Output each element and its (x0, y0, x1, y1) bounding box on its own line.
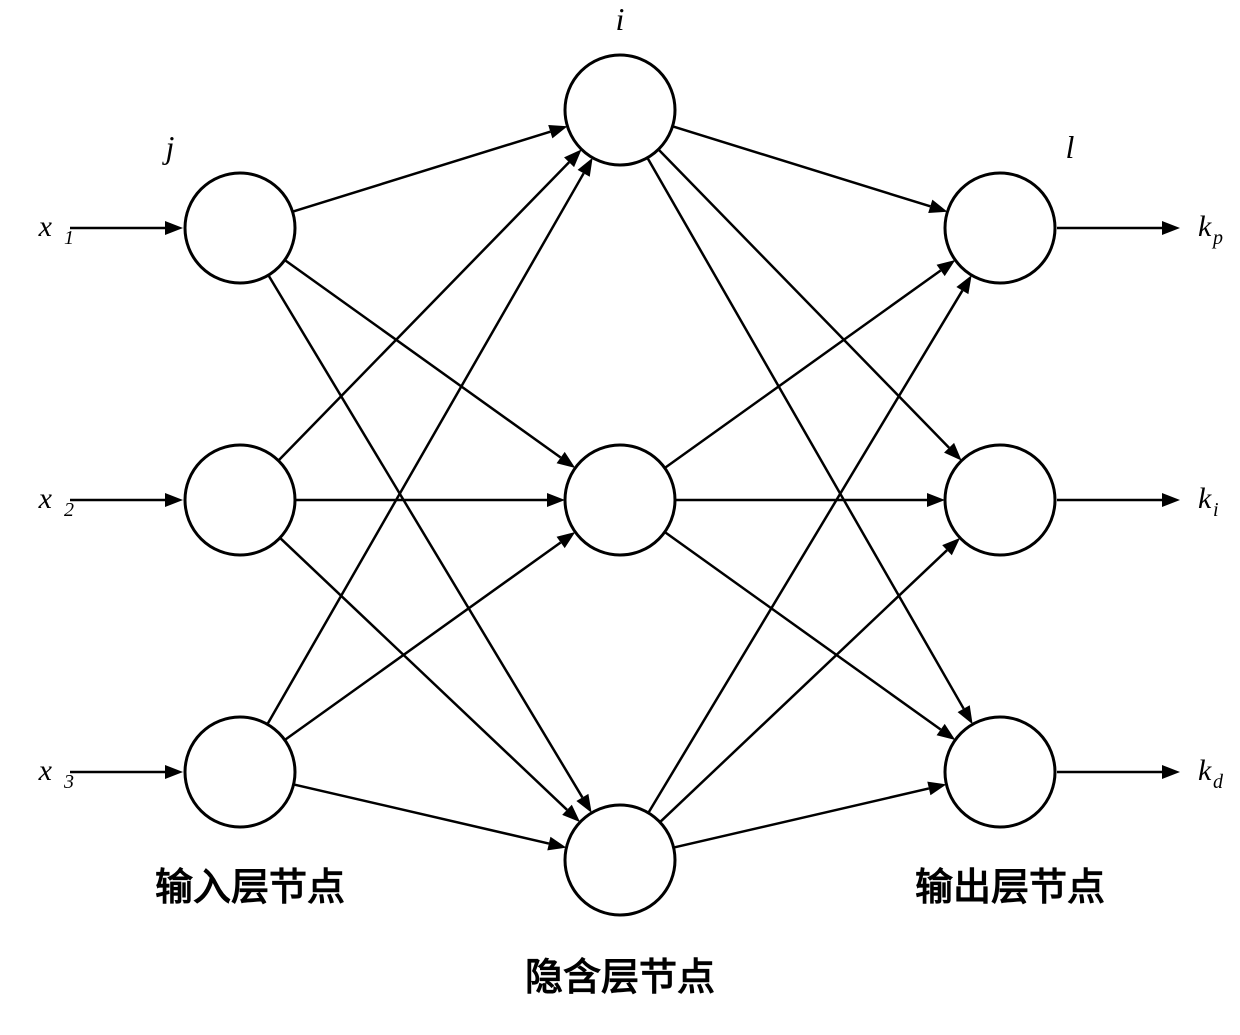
hidden-node-0 (565, 55, 675, 165)
output-node-1 (945, 445, 1055, 555)
edge-in1-hid1-head (547, 493, 565, 507)
input-label-sub-2: 3 (63, 771, 74, 793)
edge-in1-hid0 (278, 162, 569, 460)
edge-in2-hid1-head (557, 532, 576, 548)
col-label-input: j (162, 129, 175, 165)
edge-hid0-out2 (647, 158, 963, 709)
input-arrow-2-head (165, 765, 183, 779)
edge-in2-hid2 (294, 784, 549, 843)
edge-hid0-out1 (658, 149, 949, 447)
input-label-2: x (38, 754, 53, 787)
edge-hid1-out1-head (927, 493, 945, 507)
input-label-1: x (38, 482, 53, 515)
nn-diagram: x1x2x3kpkikdjil输入层节点隐含层节点输出层节点 (0, 0, 1240, 1035)
edge-hid2-out0-head (956, 275, 971, 294)
edge-hid2-out0 (648, 291, 962, 813)
output-arrow-1-head (1162, 493, 1180, 507)
output-node-2 (945, 717, 1055, 827)
input-node-2 (185, 717, 295, 827)
col-label-hidden: i (616, 1, 625, 37)
col-label-output: l (1066, 129, 1075, 165)
output-node-0 (945, 173, 1055, 283)
layer-label-output_layer: 输出层节点 (915, 867, 1105, 909)
input-label-0: x (38, 210, 53, 243)
layer-label-input_layer: 输入层节点 (155, 867, 345, 909)
input-label-sub-1: 2 (64, 499, 74, 521)
hidden-node-2 (565, 805, 675, 915)
edge-in2-hid0 (267, 173, 583, 724)
output-label-2: k (1198, 754, 1212, 787)
output-label-0: k (1198, 210, 1212, 243)
edge-hid1-out0-head (937, 260, 956, 276)
edge-hid2-out2 (674, 788, 929, 847)
edge-in2-hid0-head (578, 158, 593, 177)
edge-hid0-out0 (673, 126, 931, 206)
edge-hid1-out0 (665, 270, 941, 467)
edge-in2-hid1 (285, 542, 561, 739)
output-label-sub-2: d (1213, 771, 1224, 793)
edge-in0-hid1 (285, 260, 561, 457)
edge-hid0-out0-head (928, 200, 947, 213)
edge-in1-hid2 (280, 538, 567, 810)
input-node-0 (185, 173, 295, 283)
input-arrow-1-head (165, 493, 183, 507)
input-arrow-0-head (165, 221, 183, 235)
edge-in0-hid0 (293, 132, 551, 212)
layer-label-hidden_layer: 隐含层节点 (525, 957, 715, 999)
input-label-sub-0: 1 (64, 227, 74, 249)
output-arrow-0-head (1162, 221, 1180, 235)
output-label-1: k (1198, 482, 1212, 515)
edge-hid2-out2-head (927, 782, 946, 796)
edge-hid0-out2-head (958, 705, 973, 724)
edge-in0-hid0-head (548, 125, 567, 138)
output-label-sub-0: p (1211, 227, 1223, 249)
output-arrow-2-head (1162, 765, 1180, 779)
edge-hid2-out1 (660, 550, 947, 822)
input-node-1 (185, 445, 295, 555)
edge-in0-hid1-head (557, 452, 576, 468)
hidden-node-1 (565, 445, 675, 555)
output-label-sub-1: i (1213, 499, 1219, 521)
edge-in0-hid2-head (576, 794, 591, 813)
edge-hid1-out2-head (937, 724, 956, 740)
edge-hid1-out2 (665, 532, 941, 729)
edge-in2-hid2-head (547, 837, 566, 851)
